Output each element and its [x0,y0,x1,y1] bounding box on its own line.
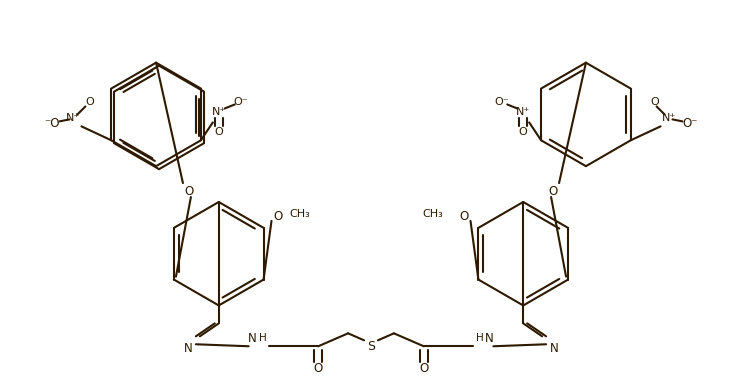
Text: O: O [459,211,468,223]
Text: N: N [183,342,192,355]
Text: O: O [419,362,428,374]
Text: O: O [548,185,558,197]
Text: O: O [519,127,528,137]
Text: O⁻: O⁻ [683,117,698,130]
Text: H: H [259,333,266,343]
Text: O⁻: O⁻ [234,97,248,108]
Text: CH₃: CH₃ [422,209,443,219]
Text: O: O [184,185,194,197]
Text: H: H [476,333,483,343]
Text: S: S [367,340,375,353]
Text: N: N [485,332,493,345]
Text: N⁺: N⁺ [66,114,81,123]
Text: O: O [214,127,223,137]
Text: CH₃: CH₃ [289,209,309,219]
Text: N⁺: N⁺ [211,108,226,117]
Text: O: O [274,211,283,223]
Text: O: O [314,362,323,374]
Text: ⁻O: ⁻O [44,117,59,130]
Text: O⁻: O⁻ [494,97,508,108]
Text: N⁺: N⁺ [516,108,531,117]
Text: N: N [550,342,559,355]
Text: O: O [650,97,659,108]
Text: O: O [85,97,93,108]
Text: N: N [249,332,257,345]
Text: N⁺: N⁺ [661,114,676,123]
